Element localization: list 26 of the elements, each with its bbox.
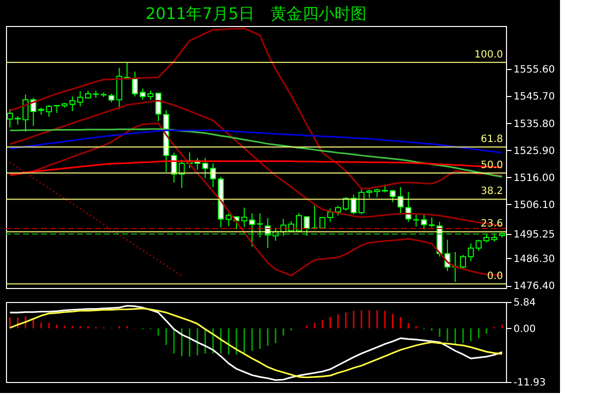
candlestick — [460, 254, 466, 269]
line-series — [9, 130, 503, 154]
y-tick-label: 1506.10 — [514, 200, 555, 211]
candlestick — [398, 186, 404, 216]
candlestick — [46, 104, 52, 118]
candlestick — [335, 205, 342, 216]
y-tick-label: 1555.60 — [514, 64, 555, 76]
y-tick-label: 1495.25 — [514, 230, 555, 241]
annotation: 100.0 — [474, 49, 503, 60]
candlestick — [358, 188, 364, 215]
candlestick — [420, 214, 427, 230]
y-tick-label: 1476.40 — [514, 281, 555, 292]
y-tick-label: -11.93 — [514, 378, 546, 388]
y-tick-label: 0.00 — [514, 324, 536, 335]
y-tick-label: 5.84 — [514, 298, 536, 308]
y-tick-label: 1535.80 — [514, 118, 555, 130]
y-tick-label: 1525.90 — [514, 146, 555, 157]
chart-title: 2011年7月5日 黄金四小时图 — [145, 4, 367, 23]
line-series — [9, 128, 503, 178]
y-tick-label: 1516.00 — [514, 172, 555, 184]
y-tick-label: 1545.70 — [514, 92, 555, 103]
annotation: 38.2 — [480, 186, 503, 198]
candlestick — [148, 90, 154, 100]
y-tick-label: 1486.30 — [514, 254, 555, 265]
annotation: 61.8 — [480, 134, 503, 146]
candlestick — [22, 94, 29, 132]
